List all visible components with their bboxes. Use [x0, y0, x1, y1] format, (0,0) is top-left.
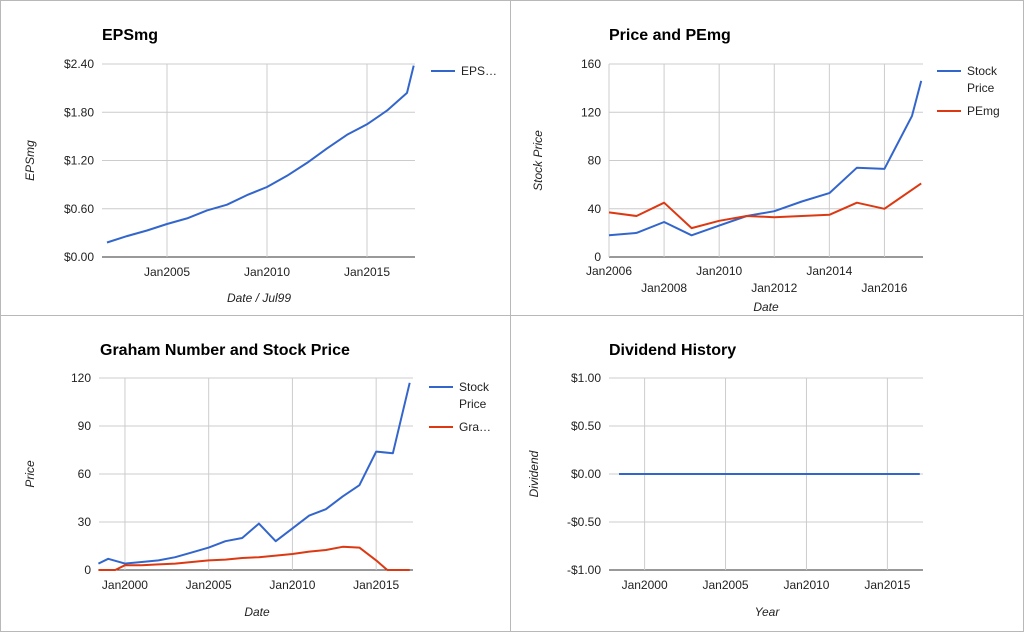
x-tick-label: Jan2005 — [186, 578, 232, 592]
y-tick-label: $0.00 — [571, 467, 601, 481]
y-tick-label: 30 — [78, 515, 92, 529]
x-tick-label: Jan2012 — [751, 281, 797, 295]
x-tick-label: Jan2015 — [353, 578, 399, 592]
x-axis-label: Year — [755, 605, 781, 619]
x-tick-label: Jan2010 — [696, 264, 742, 278]
chart-svg: Dividend History -$1.00 -$0.50 $0.00 $0.50 $1… — [527, 342, 923, 619]
series-line — [608, 80, 923, 237]
y-tick-label: 120 — [71, 371, 91, 385]
y-tick-label: $0.00 — [64, 250, 94, 264]
chart-epsmg: EPSmg $0.00 $0.60 $1.20 $1.80 $2.40 Jan2005 Jan… — [0, 0, 511, 317]
x-tick-label: Jan2016 — [861, 281, 907, 295]
y-tick-label: 80 — [588, 154, 602, 168]
chart-svg: Price and PEmg 0 40 80 120 160 Jan2006 Jan2008 J… — [531, 27, 1000, 314]
y-tick-label: $0.60 — [64, 202, 94, 216]
series-line — [106, 65, 415, 244]
x-tick-label: Jan2014 — [806, 264, 852, 278]
chart-title: EPSmg — [102, 27, 158, 44]
chart-graham-price: Graham Number and Stock Price 0 30 60 90 120 J… — [0, 315, 511, 632]
chart-title: Graham Number and Stock Price — [100, 342, 350, 359]
chart-title: Price and PEmg — [609, 27, 731, 44]
y-axis-label: Stock Price — [531, 130, 545, 191]
chart-dividend-history: Dividend History -$1.00 -$0.50 $0.00 $0.50 $1… — [510, 315, 1024, 632]
y-axis-label: Dividend — [527, 450, 541, 497]
y-tick-label: 90 — [78, 419, 92, 433]
x-axis-label: Date — [244, 605, 270, 619]
y-tick-label: 60 — [78, 467, 92, 481]
y-tick-label: 0 — [84, 563, 91, 577]
legend-label: EPS… — [461, 64, 497, 78]
y-tick-label: -$1.00 — [567, 563, 601, 577]
x-tick-label: Jan2008 — [641, 281, 687, 295]
y-tick-label: $1.80 — [64, 105, 94, 119]
x-tick-label: Jan2005 — [144, 265, 190, 279]
legend-label: Stock Price — [967, 64, 998, 95]
chart-price-pemg: Price and PEmg 0 40 80 120 160 Jan2006 Jan2008 J… — [510, 0, 1024, 317]
x-axis-label: Date / Jul99 — [227, 291, 291, 305]
series-line — [97, 382, 411, 565]
x-tick-label: Jan2006 — [586, 264, 632, 278]
legend-label: Gra… — [459, 420, 491, 434]
y-tick-label: 120 — [581, 105, 601, 119]
chart-svg: EPSmg $0.00 $0.60 $1.20 $1.80 $2.40 Jan2005 Jan… — [23, 27, 497, 305]
y-tick-label: $0.50 — [571, 419, 601, 433]
y-tick-label: $1.20 — [64, 154, 94, 168]
y-axis-label: EPSmg — [23, 140, 37, 181]
x-tick-label: Jan2010 — [244, 265, 290, 279]
y-tick-label: 160 — [581, 57, 601, 71]
y-tick-label: $1.00 — [571, 371, 601, 385]
x-tick-label: Jan2000 — [622, 578, 668, 592]
legend-label: PEmg — [967, 104, 1000, 118]
legend-label: Stock Price — [459, 380, 490, 411]
y-tick-label: 0 — [594, 250, 601, 264]
x-tick-label: Jan2015 — [864, 578, 910, 592]
y-tick-label: 40 — [588, 202, 602, 216]
chart-title: Dividend History — [609, 342, 736, 359]
x-axis-label: Date — [753, 300, 779, 314]
x-tick-label: Jan2000 — [102, 578, 148, 592]
chart-svg: Graham Number and Stock Price 0 30 60 90 120 J… — [23, 342, 491, 619]
x-tick-label: Jan2005 — [703, 578, 749, 592]
y-tick-label: $2.40 — [64, 57, 94, 71]
series-line — [98, 545, 410, 571]
x-tick-label: Jan2015 — [344, 265, 390, 279]
series-line — [608, 182, 922, 230]
x-tick-label: Jan2010 — [783, 578, 829, 592]
x-tick-label: Jan2010 — [269, 578, 315, 592]
y-axis-label: Price — [23, 460, 37, 488]
y-tick-label: -$0.50 — [567, 515, 601, 529]
